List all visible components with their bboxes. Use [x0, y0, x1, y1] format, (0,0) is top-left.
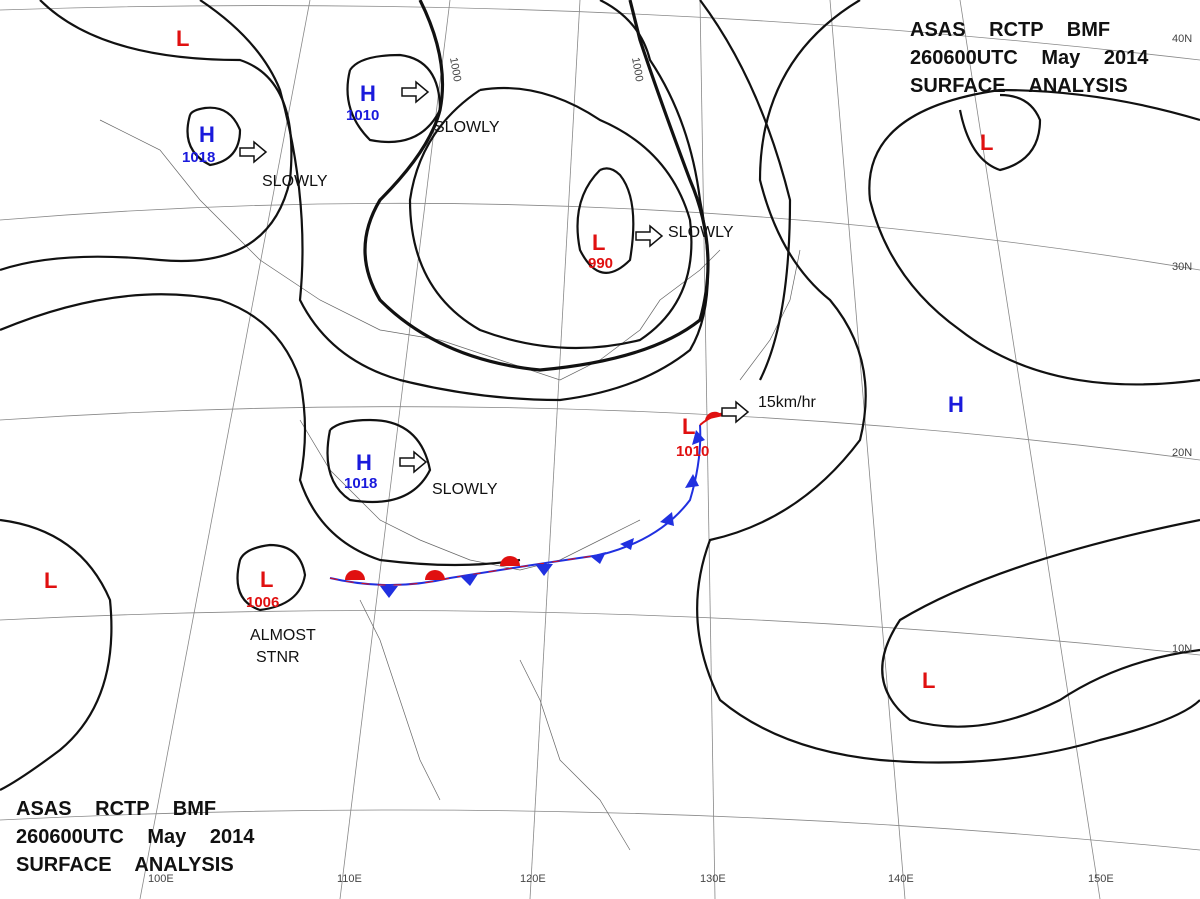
pressure-center: L — [592, 230, 605, 255]
movement-arrows — [239, 80, 750, 474]
movement-label: SLOWLY — [432, 481, 498, 498]
pressure-center: H — [360, 81, 376, 106]
longitude-label: 120E — [520, 873, 546, 885]
pressure-center: L — [44, 568, 57, 593]
longitude-label: 150E — [1088, 873, 1114, 885]
pressure-value: 1010 — [676, 443, 709, 460]
movement-label: SLOWLY — [262, 173, 328, 190]
pressure-center: H — [948, 392, 964, 417]
header-line: SURFACE ANALYSIS — [910, 75, 1128, 97]
longitude-label: 100E — [148, 873, 174, 885]
pressure-center: H — [199, 122, 215, 147]
movement-label: SLOWLY — [668, 224, 734, 241]
movement-label: SLOWLY — [434, 119, 500, 136]
movement-label: STNR — [256, 649, 300, 666]
header-line: SURFACE ANALYSIS — [16, 854, 234, 876]
pressure-center: L — [176, 26, 189, 51]
longitude-label: 130E — [700, 873, 726, 885]
isobar-label: 1000 — [629, 56, 645, 82]
pressure-value: 990 — [588, 255, 613, 272]
header-line: ASAS RCTP BMF — [910, 19, 1110, 41]
pressure-value: 1006 — [246, 594, 279, 611]
pressure-center: L — [980, 130, 993, 155]
pressure-center: H — [356, 450, 372, 475]
latitude-label: 10N — [1172, 643, 1192, 655]
pressure-value: 1010 — [346, 107, 379, 124]
latitude-label: 40N — [1172, 33, 1192, 45]
front — [329, 411, 736, 598]
pressure-value: 1018 — [344, 475, 377, 492]
coastlines — [99, 119, 801, 851]
pressure-center: L — [682, 414, 695, 439]
longitude-label: 110E — [337, 873, 362, 885]
header-line: 260600UTC May 2014 — [910, 47, 1149, 69]
isobars — [0, 0, 1200, 791]
labels: ASAS RCTP BMF 260600UTC May 2014 SURFACE… — [16, 19, 1192, 885]
longitude-label: 140E — [888, 873, 914, 885]
pressure-value: 1018 — [182, 149, 215, 166]
movement-label: ALMOST — [250, 627, 316, 644]
movement-label: 15km/hr — [758, 394, 816, 411]
pressure-center: L — [922, 668, 935, 693]
latitude-label: 20N — [1172, 447, 1192, 459]
header-line: ASAS RCTP BMF — [16, 798, 216, 820]
latitude-label: 30N — [1172, 261, 1192, 273]
pressure-center: L — [260, 567, 273, 592]
isobar-label: 1000 — [447, 56, 463, 82]
header-line: 260600UTC May 2014 — [16, 826, 255, 848]
